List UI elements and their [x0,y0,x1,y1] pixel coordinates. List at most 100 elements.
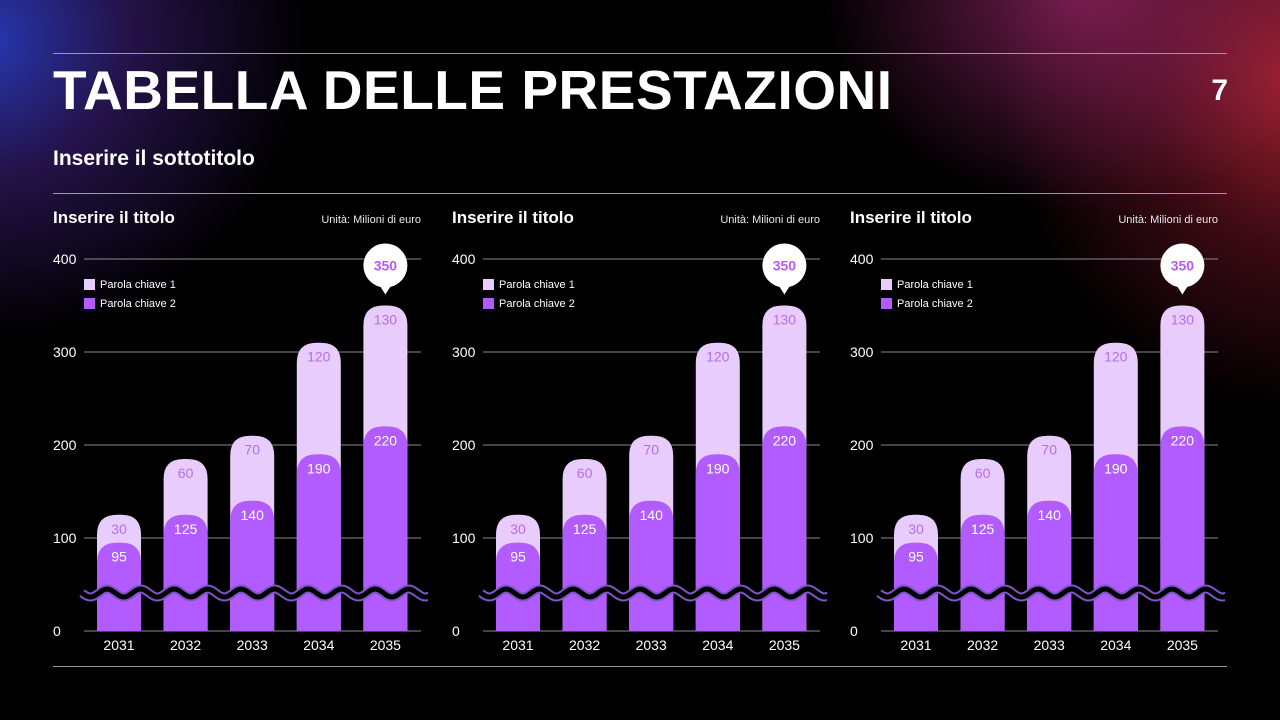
data-label-series-1: 30 [908,521,924,537]
y-tick-label: 300 [850,344,874,360]
bar-series-2 [695,454,740,631]
callout-label: 350 [1171,258,1195,274]
callout-bubble [363,243,408,288]
data-label-series-1: 30 [111,521,127,537]
data-label-series-1: 70 [643,442,659,458]
y-tick-label: 0 [850,623,858,639]
subtitle-divider [53,193,1227,194]
bar-series-2 [562,514,607,631]
x-tick-label: 2031 [103,637,134,653]
legend-swatch [84,298,95,309]
data-label-series-2: 140 [640,507,664,523]
y-tick-label: 400 [452,251,476,267]
data-label-series-1: 70 [1041,442,1057,458]
x-tick-label: 2031 [502,637,533,653]
legend-swatch [84,279,95,290]
chart-1: Inserire il titolo Unità: Milioni di eur… [53,200,428,660]
y-tick-label: 300 [53,344,77,360]
y-tick-label: 200 [53,437,77,453]
y-tick-label: 300 [452,344,476,360]
data-label-series-1: 130 [1171,312,1195,328]
x-tick-label: 2033 [636,637,667,653]
legend-label: Parola chiave 1 [499,279,575,291]
chart-plot: 0 100 200 300 400 Parola chiave 1 Parola chiav… [53,243,428,653]
data-label-series-2: 220 [1171,432,1195,448]
data-label-series-2: 125 [971,521,995,537]
y-tick-label: 100 [452,530,476,546]
chart-plot: 0 100 200 300 400 Parola chiave 1 Parola chiav… [850,243,1225,653]
y-tick-label: 400 [53,251,77,267]
y-tick-label: 100 [53,530,77,546]
data-label-series-1: 70 [244,442,260,458]
data-label-series-2: 95 [510,549,526,565]
bottom-divider [53,666,1227,667]
chart-title: Inserire il titolo [452,208,574,227]
callout-label: 350 [773,258,797,274]
y-tick-label: 400 [850,251,874,267]
chart-2: Inserire il titolo Unità: Milioni di eur… [452,200,827,660]
x-tick-label: 2033 [237,637,268,653]
legend-label: Parola chiave 2 [499,298,575,310]
chart-unit: Unità: Milioni di euro [321,214,421,226]
x-tick-label: 2033 [1034,637,1065,653]
data-label-series-2: 220 [773,432,797,448]
data-label-series-1: 60 [577,465,593,481]
bar-series-2 [363,426,408,631]
x-tick-label: 2031 [900,637,931,653]
bar-series-2 [1160,426,1205,631]
chart-unit: Unità: Milioni di euro [720,214,820,226]
y-tick-label: 200 [452,437,476,453]
callout-label: 350 [374,258,398,274]
data-label-series-1: 120 [1104,349,1128,365]
y-tick-label: 0 [452,623,460,639]
page-title: TABELLA DELLE PRESTAZIONI [53,59,893,121]
bar-series-2 [960,514,1005,631]
axis-break [80,586,428,600]
data-label-series-2: 95 [908,549,924,565]
data-label-series-1: 120 [307,349,331,365]
bar-series-2 [762,426,807,631]
bar-series-2 [163,514,208,631]
callout-bubble [762,243,807,288]
bar-series-2 [1093,454,1138,631]
data-label-series-2: 190 [1104,460,1128,476]
top-divider [53,53,1227,54]
bar-series-2 [97,542,141,631]
axis-break [479,586,827,600]
data-label-series-2: 190 [706,460,730,476]
data-label-series-1: 60 [975,465,991,481]
x-tick-label: 2035 [370,637,401,653]
y-tick-label: 0 [53,623,61,639]
data-label-series-1: 60 [178,465,194,481]
chart-plot: 0 100 200 300 400 Parola chiave 1 Parola chiav… [452,243,827,653]
legend-label: Parola chiave 1 [100,279,176,291]
legend-swatch [881,298,892,309]
data-label-series-2: 220 [374,432,398,448]
bar-series-2 [296,454,341,631]
page-number: 7 [1211,74,1228,107]
callout-bubble [1160,243,1205,288]
bar-series-2 [894,542,938,631]
data-label-series-2: 190 [307,460,331,476]
x-tick-label: 2034 [303,637,334,653]
chart-3: Inserire il titolo Unità: Milioni di eur… [850,200,1225,660]
x-tick-label: 2032 [967,637,998,653]
x-tick-label: 2035 [769,637,800,653]
data-label-series-1: 130 [773,312,797,328]
legend-swatch [483,279,494,290]
data-label-series-2: 125 [174,521,198,537]
x-tick-label: 2032 [569,637,600,653]
chart-unit: Unità: Milioni di euro [1118,214,1218,226]
legend-label: Parola chiave 2 [897,298,973,310]
x-tick-label: 2034 [702,637,733,653]
data-label-series-1: 30 [510,521,526,537]
data-label-series-1: 130 [374,312,398,328]
y-tick-label: 200 [850,437,874,453]
data-label-series-2: 125 [573,521,597,537]
x-tick-label: 2032 [170,637,201,653]
bar-series-2 [496,542,540,631]
chart-title: Inserire il titolo [850,208,972,227]
legend-label: Parola chiave 1 [897,279,973,291]
axis-break [877,586,1225,600]
legend-label: Parola chiave 2 [100,298,176,310]
